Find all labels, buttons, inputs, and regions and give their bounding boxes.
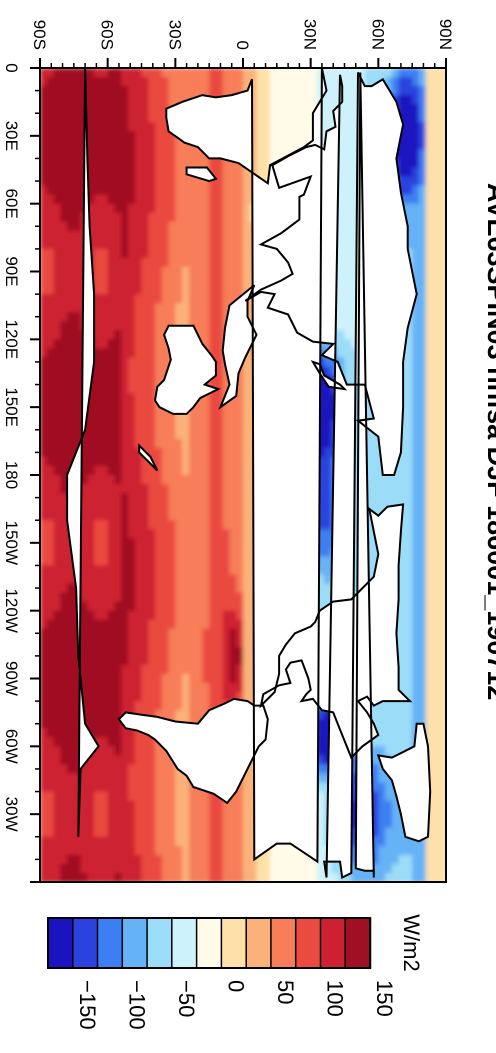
coastline-north-america bbox=[259, 503, 413, 760]
colorbar-label: −50 bbox=[174, 980, 199, 1017]
lon-label: 90W bbox=[2, 661, 21, 696]
colorbar-swatch bbox=[245, 917, 273, 969]
land-north-america bbox=[261, 504, 410, 758]
land-uk bbox=[355, 72, 374, 878]
lon-label: 30W bbox=[2, 797, 21, 832]
colorbar-swatch bbox=[220, 917, 248, 969]
lon-label: 180 bbox=[2, 461, 21, 489]
colorbar-label: −150 bbox=[75, 980, 100, 1030]
coastline-africa bbox=[165, 68, 328, 864]
latitude-axis: 90S 60S 30S 0 30N 60N 90N bbox=[30, 19, 455, 68]
title-group: AVE63SPIN03 nhfsa DJF 186001_190712 bbox=[482, 183, 496, 700]
colorbar-label: 0 bbox=[223, 980, 248, 992]
lon-label: 90E bbox=[2, 256, 21, 286]
colorbar-swatch bbox=[121, 917, 149, 969]
lat-label: 90S bbox=[30, 20, 49, 50]
colorbar-swatch bbox=[319, 917, 347, 969]
colorbar-label: 100 bbox=[322, 980, 347, 1017]
lon-label: 60E bbox=[2, 189, 21, 219]
lat-label: 60N bbox=[368, 19, 387, 50]
colorbar-label: −100 bbox=[124, 980, 149, 1030]
lat-label: 60S bbox=[98, 20, 117, 50]
land-new-zealand bbox=[139, 445, 158, 471]
colorbar-swatch bbox=[47, 917, 75, 969]
coastline-south-america bbox=[117, 697, 269, 805]
land-south-america bbox=[118, 698, 268, 803]
colorbar-swatch bbox=[270, 917, 297, 969]
lon-label: 150W bbox=[2, 521, 21, 565]
colorbar-swatch bbox=[171, 917, 198, 969]
colorbar-frame bbox=[47, 917, 371, 969]
heat-flux-field bbox=[40, 68, 446, 882]
colorbar-swatch bbox=[195, 917, 223, 969]
lon-label: 120W bbox=[2, 588, 21, 632]
lat-label: 90N bbox=[436, 19, 455, 50]
map-panel: 90S 60S 30S 0 30N 60N 90N 0 30E 60E 90E 120E 150E 18… bbox=[2, 19, 455, 883]
coastline-australia bbox=[153, 324, 221, 415]
coastline-indonesia bbox=[218, 284, 258, 411]
lon-label: 0 bbox=[2, 63, 21, 72]
colorbar: −150 −100 −50 0 50 100 150 W/m2 bbox=[47, 914, 424, 1030]
colorbar-swatch bbox=[72, 917, 99, 969]
coastlines bbox=[40, 68, 432, 880]
lat-label: 30S bbox=[165, 20, 184, 50]
plot-title: AVE63SPIN03 nhfsa DJF 186001_190712 bbox=[482, 183, 496, 700]
colorbar-label: 50 bbox=[273, 980, 298, 1004]
coastline-new-zealand bbox=[138, 443, 159, 472]
coastline-antarctica bbox=[40, 68, 100, 837]
lon-label: 30E bbox=[2, 121, 21, 151]
lon-label: 60W bbox=[2, 729, 21, 764]
colorbar-units: W/m2 bbox=[399, 914, 424, 971]
coastline-madagascar bbox=[185, 166, 218, 183]
land-australia bbox=[155, 325, 219, 414]
lon-label: 150E bbox=[2, 387, 21, 427]
land-eurasia bbox=[245, 72, 417, 878]
coastline-eurasia bbox=[244, 72, 418, 880]
lon-label: 120E bbox=[2, 319, 21, 359]
lat-label: 30N bbox=[301, 19, 320, 50]
colorbar-swatch bbox=[96, 917, 124, 969]
colorbar-swatch bbox=[344, 917, 372, 969]
land-greenland bbox=[378, 723, 431, 842]
longitude-axis: 0 30E 60E 90E 120E 150E 180 150W 120W 90W 60W 30W bbox=[2, 63, 40, 883]
lat-label: 0 bbox=[233, 41, 252, 50]
coastline-greenland bbox=[376, 722, 432, 843]
coastline-uk bbox=[354, 72, 375, 878]
colorbar-swatch bbox=[146, 917, 174, 969]
colorbar-swatch bbox=[294, 917, 322, 969]
coastline-japan bbox=[310, 360, 348, 391]
colorbar-label: 150 bbox=[372, 980, 397, 1017]
